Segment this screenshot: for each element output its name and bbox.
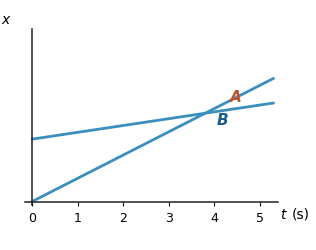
Text: x: x — [1, 12, 9, 26]
Text: (s): (s) — [292, 207, 310, 221]
Text: B: B — [216, 112, 228, 127]
Text: A: A — [230, 89, 242, 104]
Text: t: t — [281, 207, 286, 221]
